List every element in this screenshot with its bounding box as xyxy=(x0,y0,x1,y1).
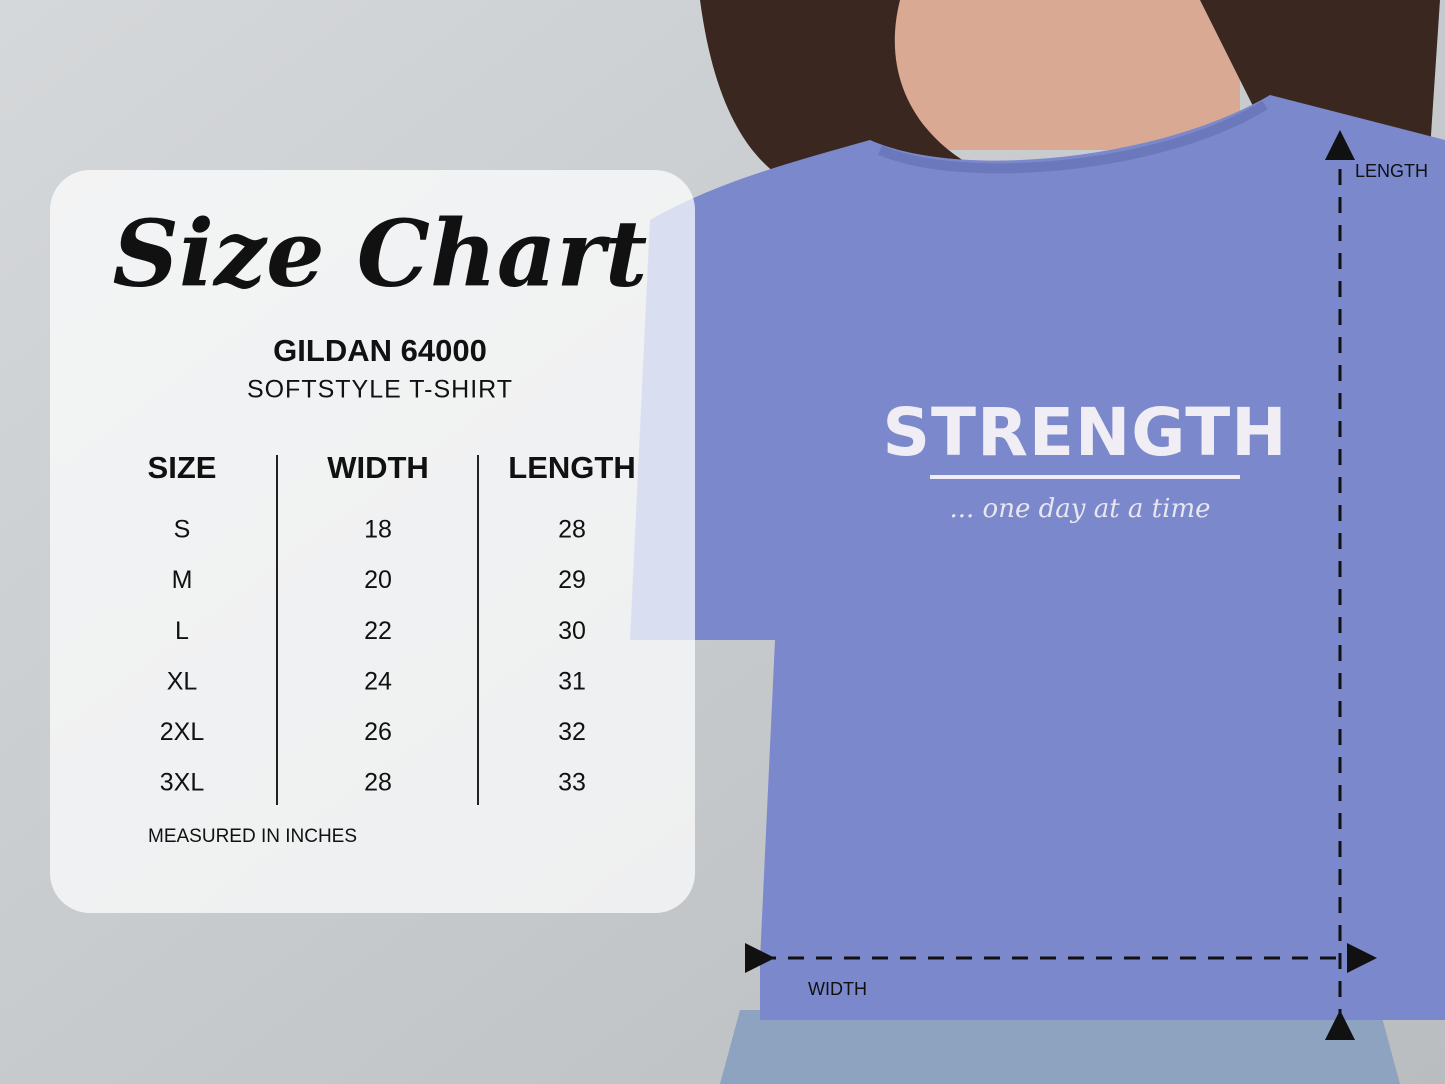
print-subtitle: ... one day at a time xyxy=(950,494,1211,524)
product: SOFTSTYLE T-SHIRT xyxy=(247,376,513,404)
table-cell: 22 xyxy=(364,617,392,645)
table-cell: 28 xyxy=(558,516,586,544)
table-cell: 30 xyxy=(558,617,586,645)
column-header: LENGTH xyxy=(508,450,635,485)
table-cell: M xyxy=(172,566,193,594)
table-cell: 28 xyxy=(364,769,392,797)
table-cell: 26 xyxy=(364,718,392,746)
collar xyxy=(878,100,1268,174)
length-label: LENGTH xyxy=(1355,161,1428,181)
table-cell: 33 xyxy=(558,769,586,797)
size-panel xyxy=(50,170,695,913)
skin xyxy=(880,0,1240,150)
shirt xyxy=(630,95,1445,1020)
table-cell: 29 xyxy=(558,566,586,594)
width-label: WIDTH xyxy=(808,979,867,999)
table-cell: 3XL xyxy=(160,769,205,797)
table-cell: 32 xyxy=(558,718,586,746)
hair-left xyxy=(700,0,980,200)
jeans xyxy=(720,1010,1400,1084)
table-cell: XL xyxy=(167,667,198,695)
table-cell: 2XL xyxy=(160,718,205,746)
column-header: WIDTH xyxy=(327,450,429,485)
print-title: STRENGTH xyxy=(883,394,1288,471)
table-cell: 24 xyxy=(364,667,392,695)
table-cell: S xyxy=(174,516,191,544)
table-cell: 18 xyxy=(364,516,392,544)
note: MEASURED IN INCHES xyxy=(148,826,357,847)
brand: GILDAN 64000 xyxy=(273,333,487,368)
table-cell: L xyxy=(175,617,189,645)
column-header: SIZE xyxy=(148,450,217,485)
table-cell: 31 xyxy=(558,667,586,695)
table-cell: 20 xyxy=(364,566,392,594)
title: Size Chart xyxy=(113,200,648,308)
